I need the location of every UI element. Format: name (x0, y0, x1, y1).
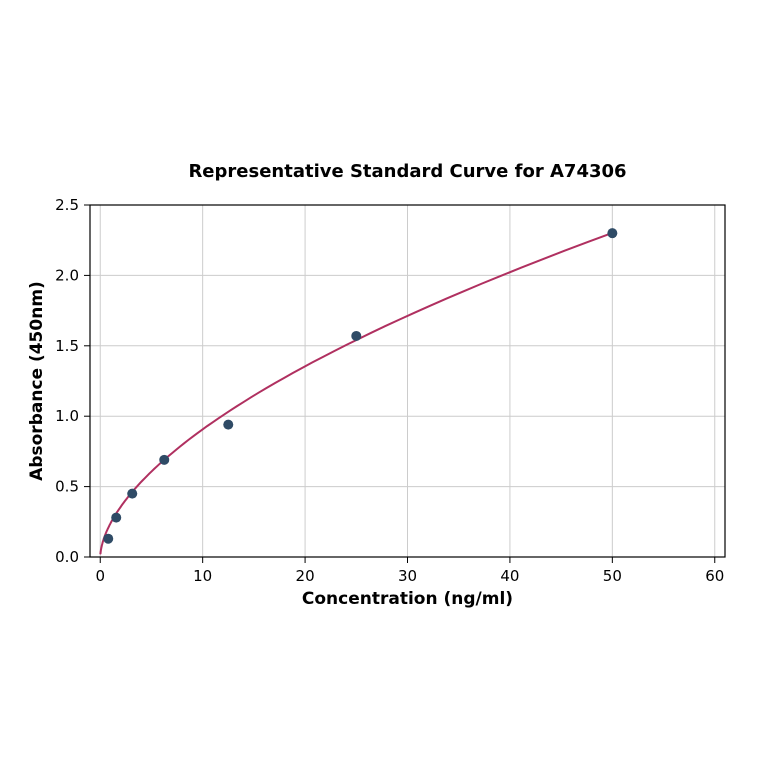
x-tick-label: 40 (500, 567, 519, 585)
chart-title: Representative Standard Curve for A74306 (188, 161, 627, 182)
y-tick-label: 1.0 (55, 407, 79, 425)
y-tick-label: 2.0 (55, 266, 79, 284)
x-tick-label: 30 (398, 567, 417, 585)
data-point (159, 454, 170, 465)
data-point (223, 419, 234, 430)
data-point (103, 533, 114, 544)
x-tick-label: 20 (296, 567, 315, 585)
x-tick-label: 50 (603, 567, 622, 585)
y-tick-label: 2.5 (55, 196, 79, 214)
fit-curve (99, 231, 614, 555)
data-point (607, 228, 618, 239)
data-point (111, 512, 122, 523)
data-point (351, 330, 362, 341)
x-axis-label: Concentration (ng/ml) (301, 589, 514, 609)
x-tick-label: 10 (193, 567, 212, 585)
data-point (127, 488, 138, 499)
y-tick-label: 0.5 (55, 478, 79, 496)
x-tick-label: 60 (705, 567, 724, 585)
y-tick-label: 1.5 (55, 337, 79, 355)
x-tick-label: 0 (95, 567, 105, 585)
y-tick-label: 0.0 (55, 548, 79, 566)
